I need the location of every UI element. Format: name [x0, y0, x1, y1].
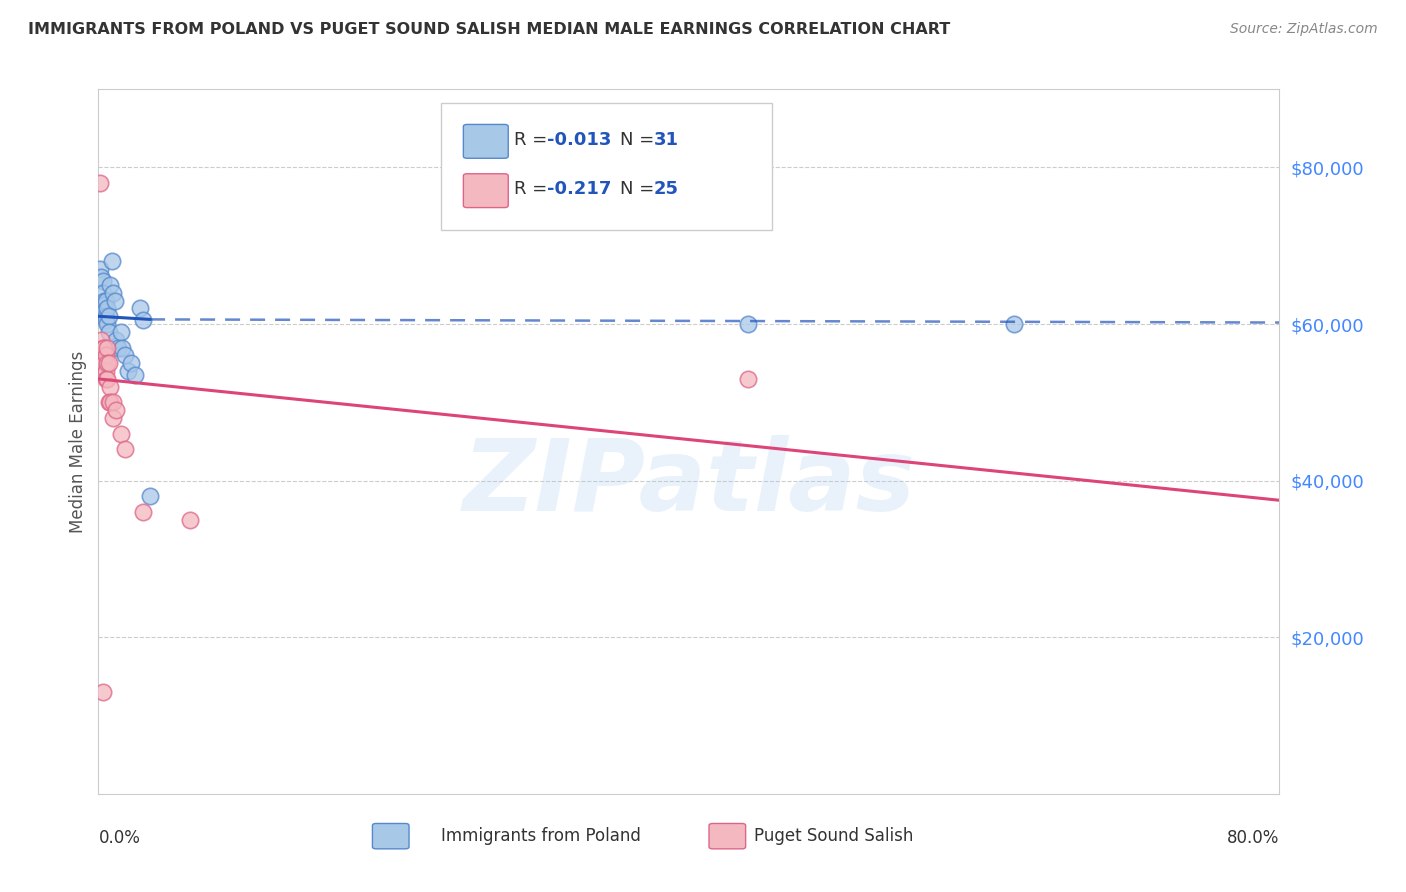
- Point: [117, 364, 139, 378]
- Point: [1002, 317, 1025, 331]
- Text: R =: R =: [515, 131, 547, 149]
- Point: [179, 513, 201, 527]
- Point: [93, 293, 115, 308]
- Point: [94, 310, 117, 324]
- Text: -0.217: -0.217: [547, 180, 612, 198]
- Point: [91, 352, 114, 367]
- Point: [110, 426, 132, 441]
- Point: [94, 293, 117, 308]
- Text: R =: R =: [515, 180, 547, 198]
- Point: [94, 313, 117, 327]
- Text: Immigrants from Poland: Immigrants from Poland: [441, 827, 641, 845]
- Point: [91, 685, 114, 699]
- Text: Puget Sound Salish: Puget Sound Salish: [754, 827, 914, 845]
- Point: [105, 333, 128, 347]
- Point: [96, 356, 118, 370]
- Point: [90, 270, 112, 285]
- Point: [737, 317, 759, 331]
- Point: [98, 380, 121, 394]
- Point: [110, 325, 132, 339]
- Point: [114, 348, 136, 362]
- Point: [98, 277, 121, 292]
- Point: [96, 341, 118, 355]
- Point: [132, 505, 155, 519]
- Point: [94, 372, 117, 386]
- Point: [94, 364, 117, 378]
- Point: [89, 176, 111, 190]
- Text: Source: ZipAtlas.com: Source: ZipAtlas.com: [1230, 22, 1378, 37]
- Point: [93, 341, 115, 355]
- Point: [90, 333, 112, 347]
- Text: IMMIGRANTS FROM POLAND VS PUGET SOUND SALISH MEDIAN MALE EARNINGS CORRELATION CH: IMMIGRANTS FROM POLAND VS PUGET SOUND SA…: [28, 22, 950, 37]
- Point: [91, 341, 114, 355]
- Point: [89, 262, 111, 277]
- Point: [103, 285, 125, 300]
- Point: [139, 489, 162, 503]
- Point: [105, 403, 128, 417]
- Point: [97, 325, 120, 339]
- Point: [96, 372, 118, 386]
- Text: N =: N =: [620, 180, 655, 198]
- Point: [97, 395, 120, 409]
- Point: [93, 305, 115, 319]
- Point: [114, 442, 136, 457]
- FancyBboxPatch shape: [464, 174, 508, 208]
- FancyBboxPatch shape: [709, 823, 745, 849]
- Text: 0.0%: 0.0%: [98, 830, 141, 847]
- Point: [120, 356, 142, 370]
- Point: [96, 317, 118, 331]
- Point: [103, 411, 125, 425]
- Text: 25: 25: [654, 180, 679, 198]
- Text: N =: N =: [620, 131, 655, 149]
- Point: [91, 285, 114, 300]
- Point: [737, 372, 759, 386]
- Point: [107, 341, 129, 355]
- Text: 31: 31: [654, 131, 679, 149]
- Point: [111, 341, 134, 355]
- Point: [93, 297, 115, 311]
- Point: [100, 254, 122, 268]
- FancyBboxPatch shape: [441, 103, 772, 230]
- Point: [103, 395, 125, 409]
- Point: [93, 356, 115, 370]
- Point: [104, 293, 127, 308]
- Y-axis label: Median Male Earnings: Median Male Earnings: [69, 351, 87, 533]
- Point: [128, 301, 150, 316]
- FancyBboxPatch shape: [464, 124, 508, 158]
- Point: [94, 348, 117, 362]
- FancyBboxPatch shape: [373, 823, 409, 849]
- Point: [124, 368, 146, 382]
- Point: [132, 313, 155, 327]
- Point: [91, 274, 114, 288]
- Point: [98, 395, 121, 409]
- Text: 80.0%: 80.0%: [1227, 830, 1279, 847]
- Point: [96, 301, 118, 316]
- Point: [97, 356, 120, 370]
- Text: -0.013: -0.013: [547, 131, 612, 149]
- Text: ZIPatlas: ZIPatlas: [463, 435, 915, 533]
- Point: [97, 310, 120, 324]
